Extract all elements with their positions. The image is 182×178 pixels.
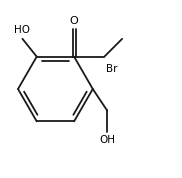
Text: Br: Br bbox=[106, 64, 118, 74]
Text: OH: OH bbox=[99, 135, 115, 145]
Text: HO: HO bbox=[14, 25, 30, 35]
Text: O: O bbox=[70, 16, 78, 26]
